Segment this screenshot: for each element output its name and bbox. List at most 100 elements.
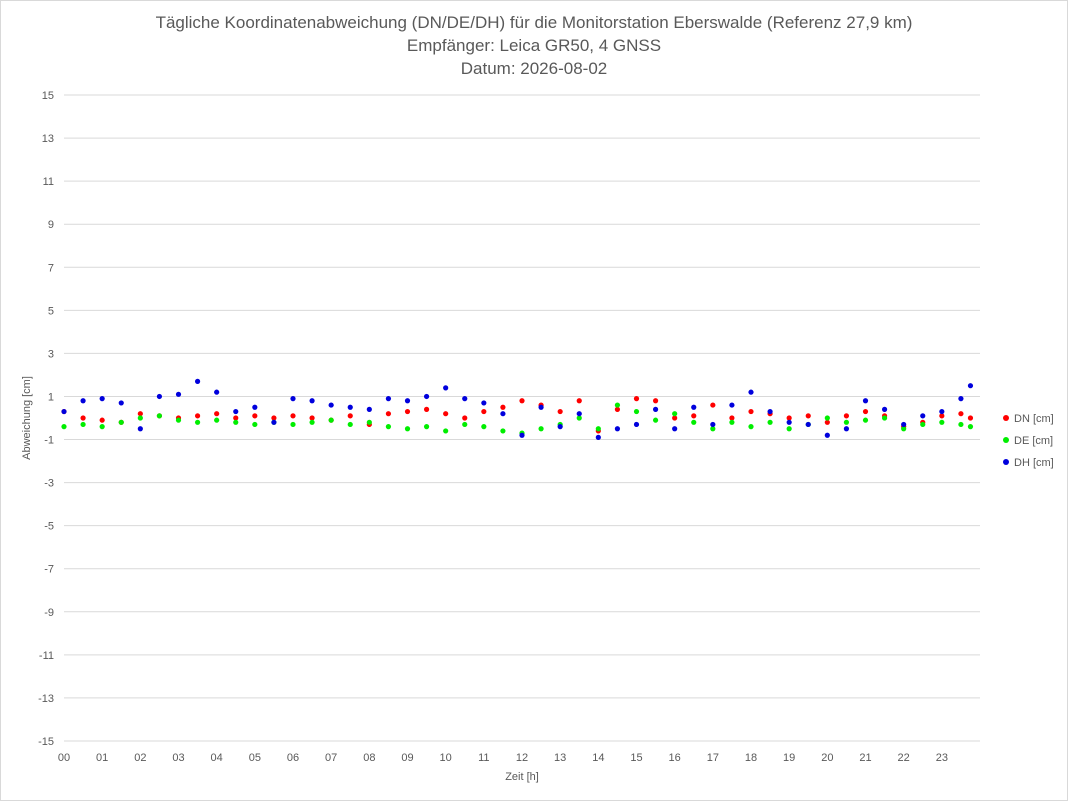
data-point bbox=[920, 413, 926, 419]
data-point bbox=[824, 419, 830, 425]
data-point bbox=[824, 415, 830, 421]
data-point bbox=[614, 426, 621, 432]
data-point bbox=[462, 421, 468, 428]
data-point bbox=[710, 421, 716, 428]
data-point bbox=[137, 415, 143, 421]
data-point bbox=[347, 404, 353, 410]
x-tick-label: 21 bbox=[859, 752, 871, 764]
y-tick-label: 3 bbox=[48, 348, 54, 360]
chart-date: Datum: 2026-08-02 bbox=[460, 59, 608, 78]
data-point bbox=[862, 398, 869, 404]
data-point bbox=[80, 421, 86, 428]
data-point bbox=[805, 421, 811, 428]
x-tick-label: 17 bbox=[707, 752, 719, 764]
data-point bbox=[862, 417, 869, 423]
legend-marker bbox=[1003, 415, 1009, 421]
data-point bbox=[967, 383, 974, 389]
data-point bbox=[805, 413, 811, 419]
data-point bbox=[786, 415, 792, 421]
y-tick-label: -5 bbox=[44, 521, 54, 533]
data-point bbox=[748, 389, 754, 395]
x-tick-label: 08 bbox=[363, 752, 375, 764]
y-tick-label: 9 bbox=[48, 219, 54, 231]
data-point bbox=[843, 419, 850, 425]
data-point bbox=[576, 411, 582, 417]
y-tick-label: 15 bbox=[42, 90, 54, 102]
data-point bbox=[443, 411, 449, 417]
data-point bbox=[786, 426, 792, 432]
x-axis-label: Zeit [h] bbox=[505, 771, 539, 783]
y-tick-label: 5 bbox=[48, 305, 54, 317]
data-point bbox=[538, 426, 544, 432]
data-point bbox=[309, 398, 315, 404]
data-point bbox=[786, 419, 792, 425]
data-point bbox=[729, 419, 735, 425]
data-point bbox=[881, 415, 888, 421]
x-tick-label: 05 bbox=[249, 752, 261, 764]
data-point bbox=[252, 404, 258, 410]
y-tick-label: -7 bbox=[44, 564, 54, 576]
data-point bbox=[118, 419, 124, 425]
data-point bbox=[614, 406, 621, 412]
data-point bbox=[748, 408, 754, 415]
y-tick-label: -15 bbox=[38, 736, 54, 748]
legend-label: DN [cm] bbox=[1014, 413, 1054, 425]
x-tick-label: 23 bbox=[936, 752, 948, 764]
data-point bbox=[80, 415, 86, 421]
data-point bbox=[767, 419, 773, 425]
data-point bbox=[557, 408, 563, 415]
data-point bbox=[538, 404, 544, 410]
data-point bbox=[309, 415, 315, 421]
y-tick-label: -13 bbox=[38, 693, 54, 705]
data-point bbox=[958, 421, 964, 428]
data-point bbox=[595, 434, 601, 440]
x-tick-label: 15 bbox=[630, 752, 642, 764]
data-point bbox=[385, 396, 392, 402]
data-point bbox=[404, 426, 411, 432]
data-point bbox=[80, 398, 86, 404]
data-point bbox=[443, 385, 449, 391]
data-point bbox=[824, 432, 830, 438]
data-point bbox=[939, 419, 945, 425]
data-point bbox=[214, 411, 220, 417]
data-point bbox=[99, 417, 105, 423]
data-point bbox=[156, 393, 163, 400]
data-point bbox=[99, 424, 105, 430]
data-point bbox=[290, 396, 296, 402]
x-tick-label: 02 bbox=[134, 752, 146, 764]
data-point bbox=[691, 419, 697, 425]
data-point bbox=[404, 408, 411, 415]
chart-subtitle: Empfänger: Leica GR50, 4 GNSS bbox=[406, 36, 662, 55]
data-point bbox=[958, 411, 964, 417]
x-tick-label: 06 bbox=[287, 752, 299, 764]
y-tick-label: 11 bbox=[43, 176, 54, 188]
x-tick-label: 22 bbox=[898, 752, 910, 764]
y-tick-label: -1 bbox=[44, 435, 54, 447]
data-point bbox=[462, 396, 468, 402]
data-point bbox=[385, 424, 392, 430]
x-tick-label: 04 bbox=[211, 752, 223, 764]
data-point bbox=[423, 393, 430, 400]
legend: DN [cm] DE [cm] DH [cm] bbox=[1003, 413, 1054, 469]
data-point bbox=[843, 426, 850, 432]
x-tick-label: 16 bbox=[669, 752, 681, 764]
data-point bbox=[366, 419, 372, 425]
data-point bbox=[519, 398, 525, 404]
data-point bbox=[691, 404, 697, 410]
data-point bbox=[252, 421, 258, 428]
data-point bbox=[557, 424, 563, 430]
legend-label: DH [cm] bbox=[1014, 457, 1054, 469]
x-tick-label: 13 bbox=[554, 752, 566, 764]
data-points bbox=[61, 378, 974, 440]
data-point bbox=[481, 400, 487, 406]
data-point bbox=[633, 408, 640, 415]
data-point bbox=[347, 421, 353, 428]
y-tick-label: 1 bbox=[48, 391, 54, 403]
data-point bbox=[271, 415, 277, 421]
data-point bbox=[194, 419, 201, 425]
data-point bbox=[500, 428, 506, 434]
data-point bbox=[748, 424, 754, 430]
legend-label: DE [cm] bbox=[1014, 435, 1053, 447]
grid bbox=[64, 94, 980, 742]
